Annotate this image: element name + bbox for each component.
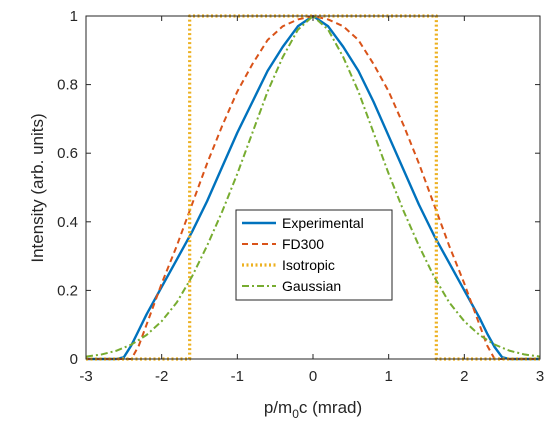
x-axis-label-main: p/m — [264, 398, 292, 417]
legend-label-experimental: Experimental — [282, 215, 364, 231]
x-tick-label: 0 — [309, 368, 317, 385]
y-tick-label: 1 — [70, 8, 78, 25]
x-tick-label: 3 — [536, 368, 544, 385]
y-tick-label: 0 — [70, 351, 78, 368]
y-tick-label: 0.6 — [57, 145, 78, 162]
legend-label-gaussian: Gaussian — [282, 278, 341, 294]
x-tick-label: -2 — [155, 368, 168, 385]
y-tick-label: 0.4 — [57, 214, 78, 231]
x-axis-label-suffix: c (mrad) — [299, 398, 362, 417]
y-axis-label: Intensity (arb. units) — [28, 113, 47, 262]
x-tick-label: 1 — [384, 368, 392, 385]
legend: Experimental FD300 Isotropic Gaussian — [235, 209, 393, 301]
x-tick-label: -1 — [231, 368, 244, 385]
x-tick-label: 2 — [460, 368, 468, 385]
series-line-gaussian — [85, 15, 541, 358]
legend-label-fd300: FD300 — [282, 236, 324, 252]
plot-area — [86, 16, 540, 359]
x-tick-label: -3 — [79, 368, 92, 385]
y-tick-label: 0.8 — [57, 77, 78, 94]
legend-label-isotropic: Isotropic — [282, 257, 335, 273]
x-axis-label: p/m0c (mrad) — [264, 398, 362, 421]
x-axis-label-subscript: 0 — [292, 407, 299, 421]
y-tick-label: 0.2 — [57, 282, 78, 299]
ticks-layer: -3 -2 -1 0 1 2 3 0 0.2 0.4 0.6 0.8 1 — [57, 8, 544, 385]
